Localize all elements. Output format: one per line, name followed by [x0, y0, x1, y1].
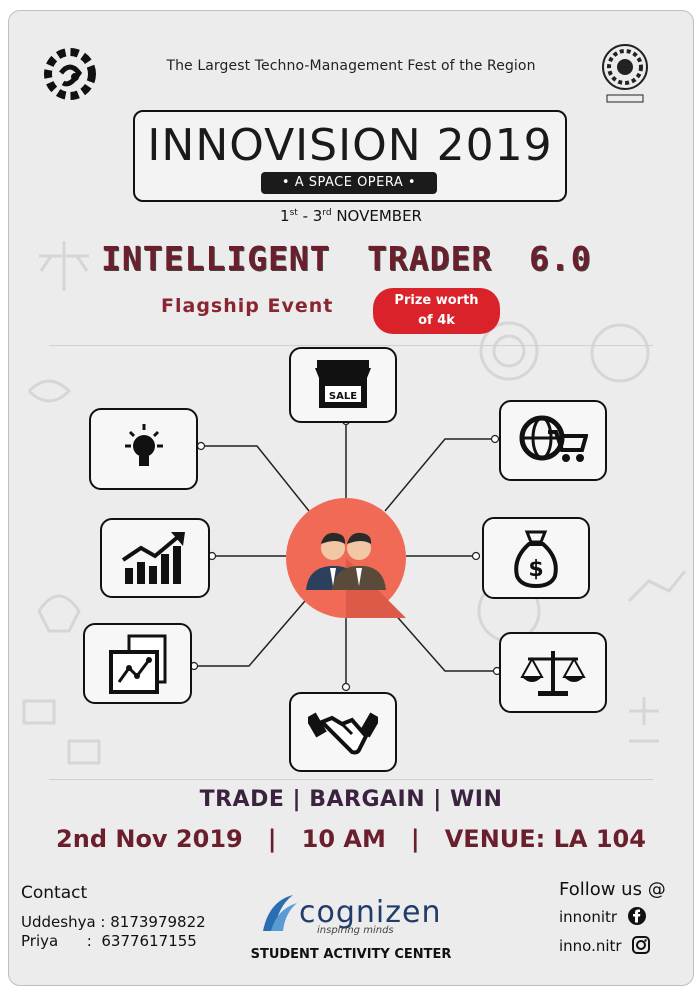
facebook-handle: innonitr [559, 908, 618, 926]
institute-emblem [602, 44, 648, 103]
month: NOVEMBER [331, 207, 422, 225]
instagram-handle: inno.nitr [559, 937, 622, 955]
node-money-bag: $ [482, 517, 590, 599]
student-activity-center: STUDENT ACTIVITY CENTER [250, 947, 452, 962]
title-box: INNOVISION 2019 • A SPACE OPERA • [133, 110, 567, 202]
globe-cart-icon [519, 415, 588, 462]
date-separator: - [297, 207, 313, 225]
facebook-icon [627, 907, 646, 925]
balance-scale-icon [520, 650, 586, 696]
event-poster: The Largest Techno-Management Fest of th… [8, 10, 694, 986]
event-version: 6.0 [529, 239, 592, 278]
money-bag-icon: $ [514, 530, 558, 588]
node-growth-chart [100, 518, 210, 598]
prize-line2: of 4k [418, 313, 455, 328]
center-circle [286, 498, 406, 618]
slogan: TRADE | BARGAIN | WIN [199, 787, 503, 812]
end-day: 3 [312, 207, 323, 225]
facebook-handle-row[interactable]: innonitr [559, 907, 646, 926]
fest-title: INNOVISION 2019 [147, 120, 553, 171]
instagram-icon [632, 936, 651, 954]
node-balance-scale [499, 632, 607, 713]
node-sale-store: SALE [289, 347, 397, 423]
contact-line-2: Priya : 6377617155 [21, 932, 197, 950]
lightbulb-icon [124, 424, 163, 466]
prize-line1: Prize worth [394, 293, 479, 308]
innovision-logo [44, 48, 96, 100]
growth-chart-icon [121, 532, 185, 584]
node-lightbulb [89, 408, 198, 490]
svg-text:$: $ [528, 557, 543, 582]
start-day: 1 [280, 207, 290, 225]
divider-bottom [49, 779, 653, 780]
start-suffix: st [289, 208, 298, 218]
prize-badge: Prize worth of 4k [373, 288, 500, 334]
node-globe-cart [499, 400, 607, 481]
node-handshake [289, 692, 397, 772]
event-name-word1: INTELLIGENT [101, 239, 331, 278]
follow-heading: Follow us @ [559, 879, 666, 900]
contact-line-1: Uddeshya : 8173979822 [21, 913, 206, 931]
businessmen-icon [306, 532, 406, 618]
fest-tagline: The Largest Techno-Management Fest of th… [166, 58, 536, 74]
cognizen-logo-icon [263, 895, 297, 931]
fest-dates: 1st - 3rd NOVEMBER [9, 207, 693, 225]
sale-label: SALE [329, 391, 357, 402]
end-suffix: rd [322, 208, 332, 218]
handshake-icon [308, 712, 378, 755]
event-details: 2nd Nov 2019 | 10 AM | VENUE: LA 104 [56, 825, 646, 853]
divider-top [49, 345, 653, 346]
organizer-name: cognizen [299, 895, 442, 930]
contact-heading: Contact [21, 883, 88, 903]
flagship-label: Flagship Event [161, 295, 334, 317]
node-analytics-report [83, 623, 192, 704]
sale-store-icon: SALE [315, 360, 371, 408]
analytics-report-icon [108, 634, 166, 694]
organizer-tagline: inspiring minds [317, 925, 394, 936]
fest-subtitle: • A SPACE OPERA • [261, 172, 437, 194]
event-name-word2: TRADER [367, 239, 493, 278]
instagram-handle-row[interactable]: inno.nitr [559, 936, 651, 955]
